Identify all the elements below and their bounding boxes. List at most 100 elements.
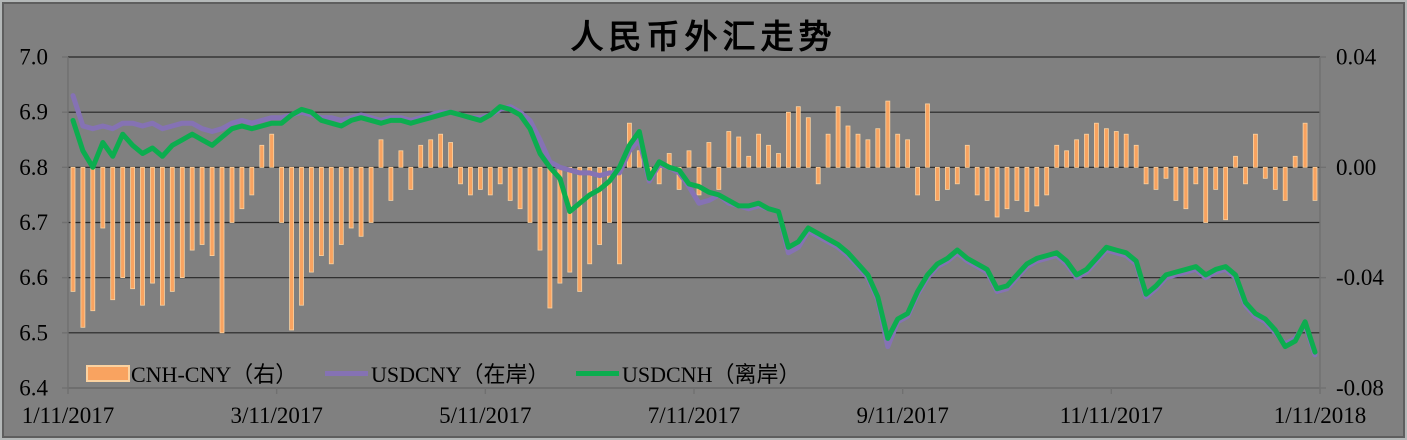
legend-label-usdcnh: USDCNH（离岸） xyxy=(622,362,801,387)
bar xyxy=(865,139,871,168)
left-tick-label: 6.9 xyxy=(19,100,48,125)
bar xyxy=(895,133,901,168)
bar xyxy=(100,166,106,229)
bar xyxy=(905,139,910,168)
bar xyxy=(597,166,602,245)
bar xyxy=(964,144,970,168)
bar xyxy=(855,133,861,168)
bar xyxy=(239,166,245,210)
bar xyxy=(1133,144,1139,168)
bar xyxy=(1064,150,1069,168)
legend-label-cnh-cny: CNH-CNY（右） xyxy=(131,362,298,387)
bar xyxy=(925,103,930,168)
bar xyxy=(259,144,265,168)
bar xyxy=(289,166,295,331)
bar xyxy=(984,166,990,201)
bar xyxy=(189,166,195,251)
x-tick-label: 11/11/2017 xyxy=(1060,403,1163,428)
bar xyxy=(438,133,444,168)
bar xyxy=(1193,166,1199,185)
bar xyxy=(477,166,483,190)
bar xyxy=(467,166,473,196)
bar xyxy=(875,128,881,168)
bar xyxy=(1113,131,1119,168)
bar xyxy=(1084,133,1089,168)
bar xyxy=(140,166,145,306)
bar xyxy=(408,166,414,190)
bar xyxy=(338,166,344,245)
bar xyxy=(497,166,503,185)
usdcny-line xyxy=(70,93,1318,358)
bar xyxy=(70,166,76,292)
bar xyxy=(1282,166,1288,201)
bar xyxy=(368,166,374,223)
bar xyxy=(636,150,642,168)
bar xyxy=(448,142,454,168)
bar xyxy=(1183,166,1189,210)
bar xyxy=(974,166,980,196)
x-tick-label: 1/11/2018 xyxy=(1274,403,1366,428)
bar xyxy=(159,166,165,306)
bar xyxy=(825,133,831,168)
right-tick-label: -0.08 xyxy=(1336,376,1384,401)
bar xyxy=(696,166,702,196)
right-tick-label: 0.00 xyxy=(1336,155,1376,180)
bar xyxy=(885,100,891,168)
bar xyxy=(120,166,126,279)
x-tick-label: 1/11/2017 xyxy=(22,403,114,428)
bar xyxy=(746,155,752,168)
bar xyxy=(776,153,781,168)
bar xyxy=(517,166,523,210)
bar xyxy=(199,166,205,245)
bar xyxy=(358,166,364,237)
bar xyxy=(90,166,96,312)
bar xyxy=(994,166,1000,218)
legend-item-usdcnh: USDCNH（离岸） xyxy=(576,361,800,387)
left-tick-label: 6.8 xyxy=(19,155,48,180)
bar xyxy=(318,166,324,257)
bar xyxy=(398,150,404,168)
bar xyxy=(169,166,175,292)
right-tick-label: 0.04 xyxy=(1336,45,1377,70)
bar xyxy=(110,166,116,301)
bar xyxy=(845,125,851,168)
usdcnh-line xyxy=(70,104,1318,355)
usdcnh-line-swatch xyxy=(576,370,619,376)
bar xyxy=(1173,166,1179,201)
left-tick-label: 6.7 xyxy=(19,210,48,235)
bar xyxy=(1094,122,1099,168)
bar xyxy=(726,131,732,168)
bar xyxy=(527,166,533,223)
x-tick-label: 5/11/2017 xyxy=(439,403,531,428)
left-tick-label: 7.0 xyxy=(19,45,48,70)
bar xyxy=(537,166,543,251)
bar xyxy=(607,166,612,223)
chart-title: 人民币外汇走势 xyxy=(570,18,837,55)
bar xyxy=(706,142,712,168)
bar xyxy=(428,139,434,168)
bar xyxy=(1213,166,1219,190)
legend-item-usdcny: USDCNY（在岸） xyxy=(325,361,549,387)
bar xyxy=(1233,155,1238,168)
bar xyxy=(617,166,622,265)
bar xyxy=(1014,166,1020,201)
bar xyxy=(418,144,424,168)
bar xyxy=(716,166,722,190)
bar xyxy=(1143,166,1149,185)
legend-label-usdcny: USDCNY（在岸） xyxy=(371,362,550,387)
bar xyxy=(209,166,215,257)
x-tick-label: 9/11/2017 xyxy=(856,403,948,428)
bar xyxy=(1123,133,1129,168)
bar xyxy=(1312,166,1318,201)
bar xyxy=(1153,166,1159,190)
bar xyxy=(954,166,960,185)
bar xyxy=(1054,144,1060,168)
bar xyxy=(458,166,463,185)
bar xyxy=(835,106,841,168)
bar xyxy=(1292,155,1298,168)
bar xyxy=(299,166,304,306)
bar xyxy=(1163,166,1169,179)
bar xyxy=(1044,166,1050,196)
usdcny-line-swatch xyxy=(325,370,368,376)
